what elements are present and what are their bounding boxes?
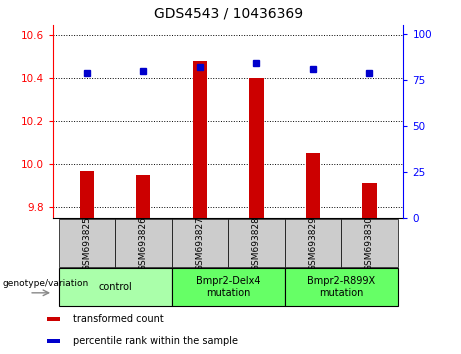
Bar xyxy=(47,317,60,321)
Text: GSM693827: GSM693827 xyxy=(195,216,204,271)
Text: GSM693826: GSM693826 xyxy=(139,216,148,271)
FancyBboxPatch shape xyxy=(59,268,171,306)
Text: GSM693830: GSM693830 xyxy=(365,216,374,271)
Text: Bmpr2-Delx4
mutation: Bmpr2-Delx4 mutation xyxy=(196,276,260,298)
Text: transformed count: transformed count xyxy=(72,314,163,324)
FancyBboxPatch shape xyxy=(341,219,398,267)
FancyBboxPatch shape xyxy=(171,268,285,306)
FancyBboxPatch shape xyxy=(115,219,171,267)
Text: control: control xyxy=(98,282,132,292)
FancyBboxPatch shape xyxy=(285,268,398,306)
Text: genotype/variation: genotype/variation xyxy=(2,279,89,288)
Text: GSM693828: GSM693828 xyxy=(252,216,261,271)
Title: GDS4543 / 10436369: GDS4543 / 10436369 xyxy=(154,7,303,21)
Text: percentile rank within the sample: percentile rank within the sample xyxy=(72,336,237,346)
Bar xyxy=(306,153,320,218)
Text: Bmpr2-R899X
mutation: Bmpr2-R899X mutation xyxy=(307,276,375,298)
FancyBboxPatch shape xyxy=(285,219,341,267)
Text: GSM693829: GSM693829 xyxy=(308,216,318,271)
FancyBboxPatch shape xyxy=(59,219,115,267)
Bar xyxy=(136,175,150,218)
Text: GSM693825: GSM693825 xyxy=(83,216,91,271)
Bar xyxy=(80,171,94,218)
Bar xyxy=(362,183,377,218)
Bar xyxy=(193,61,207,218)
Bar xyxy=(249,78,264,218)
Bar xyxy=(47,339,60,343)
FancyBboxPatch shape xyxy=(171,219,228,267)
FancyBboxPatch shape xyxy=(228,219,285,267)
